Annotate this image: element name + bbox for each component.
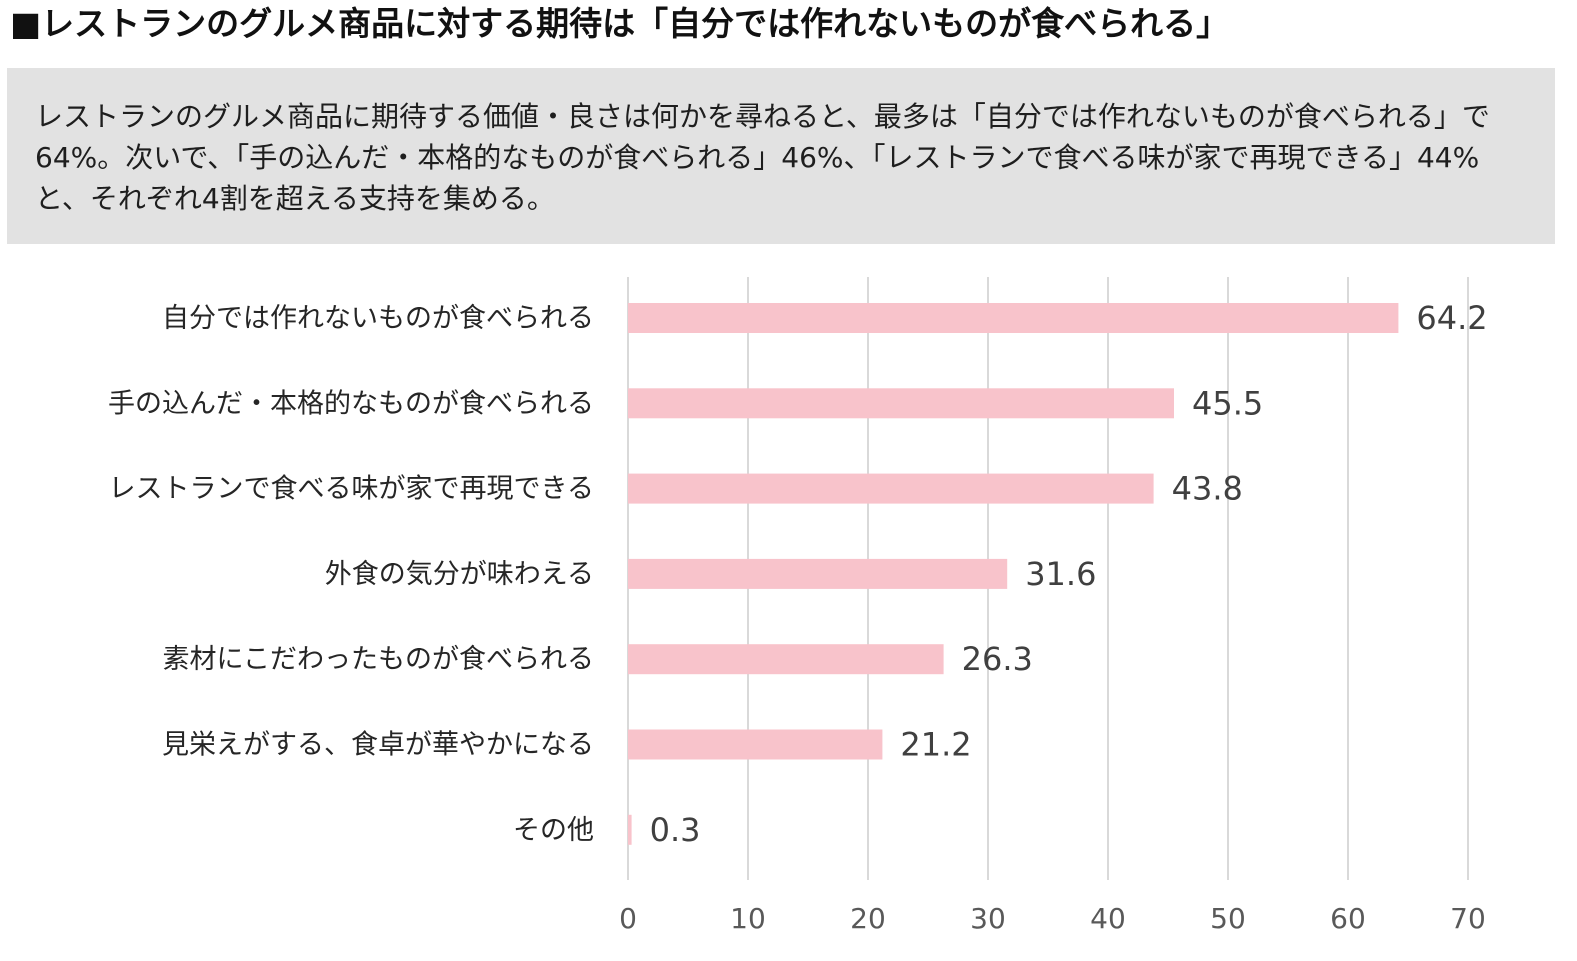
x-tick-label: 70 — [1450, 902, 1486, 935]
value-label: 0.3 — [650, 811, 701, 849]
category-label: その他 — [513, 815, 594, 846]
x-tick-label: 20 — [850, 902, 886, 935]
bar — [628, 644, 944, 675]
bar — [628, 388, 1174, 419]
value-label: 21.2 — [900, 726, 971, 764]
value-label: 64.2 — [1416, 299, 1487, 337]
value-label: 31.6 — [1025, 555, 1096, 593]
x-axis-ticks: 0 10 20 30 40 50 60 70 — [619, 902, 1486, 935]
bar — [628, 558, 1008, 589]
value-label: 43.8 — [1172, 470, 1243, 508]
category-label: 素材にこだわったものが食べられる — [163, 644, 594, 675]
category-label: 手の込んだ・本格的なものが食べられる — [108, 388, 594, 419]
x-tick-label: 60 — [1330, 902, 1366, 935]
value-label: 26.3 — [962, 640, 1033, 678]
category-label: 自分では作れないものが食べられる — [162, 303, 594, 334]
bar — [628, 473, 1154, 504]
value-labels: 64.2 45.5 43.8 31.6 26.3 21.2 0.3 — [650, 299, 1488, 849]
page-title: ■レストランのグルメ商品に対する期待は「自分では作れないものが食べられる」 — [10, 4, 1230, 43]
bar-chart: 自分では作れないものが食べられる手の込んだ・本格的なものが食べられるレストランで… — [108, 277, 1488, 935]
category-label: レストランで食べる味が家で再現できる — [109, 474, 594, 505]
category-label: 見栄えがする、食卓が華やかになる — [162, 730, 594, 761]
x-tick-label: 10 — [730, 902, 766, 935]
bar — [628, 729, 883, 760]
bars — [628, 303, 1399, 845]
summary-box: レストランのグルメ商品に期待する価値・良さは何かを尋ねると、最多は「自分では作れ… — [7, 68, 1555, 244]
x-tick-label: 50 — [1210, 902, 1246, 935]
x-tick-label: 0 — [619, 902, 637, 935]
x-tick-label: 40 — [1090, 902, 1126, 935]
bar — [628, 814, 632, 845]
value-label: 45.5 — [1192, 384, 1263, 422]
category-label: 外食の気分が味わえる — [325, 559, 594, 590]
category-labels: 自分では作れないものが食べられる手の込んだ・本格的なものが食べられるレストランで… — [108, 303, 594, 846]
x-tick-label: 30 — [970, 902, 1006, 935]
summary-text: レストランのグルメ商品に期待する価値・良さは何かを尋ねると、最多は「自分では作れ… — [35, 100, 1490, 215]
bar — [628, 303, 1399, 333]
